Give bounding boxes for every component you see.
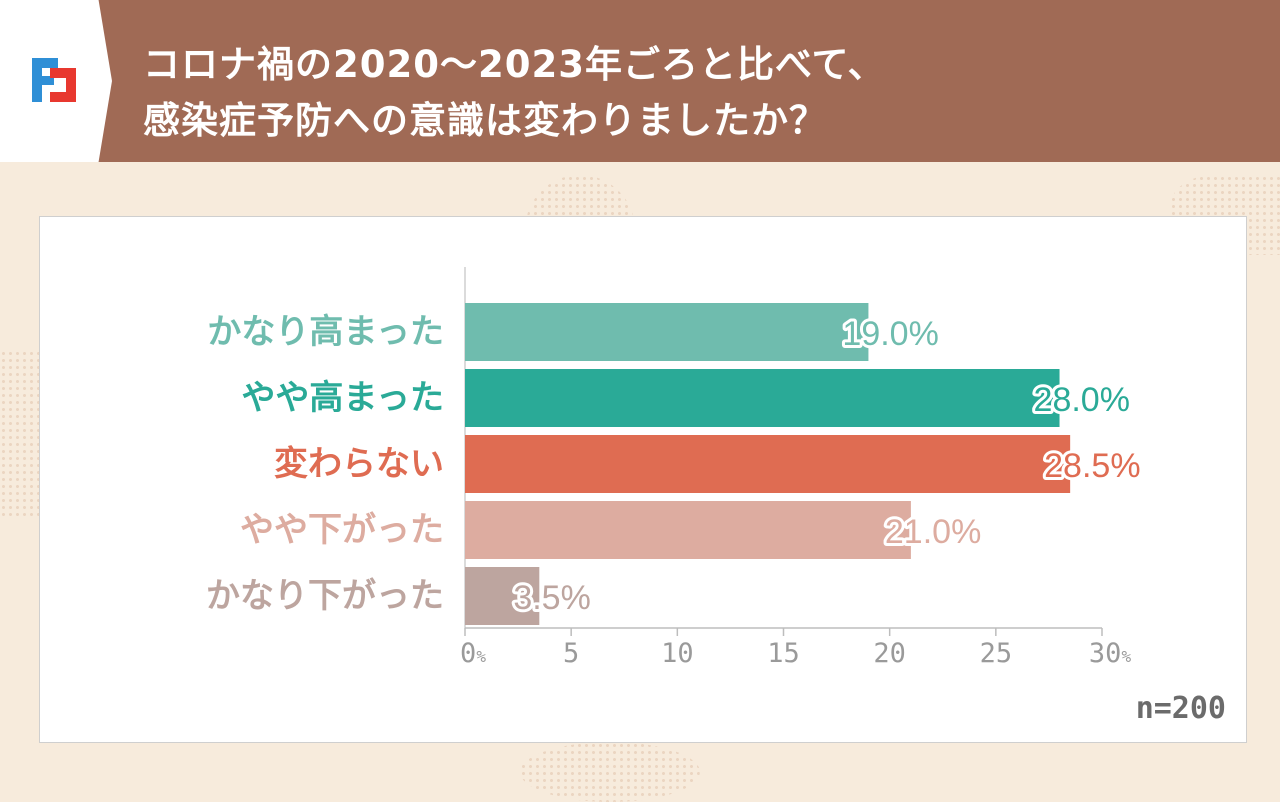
brand-logo-icon: [32, 58, 76, 102]
bar: [465, 303, 869, 361]
category-label: かなり高まった: [207, 312, 444, 352]
value-label: 19.0%: [842, 315, 938, 353]
chart-card: かなり高まった 19.0% やや高まった 28.0% 変わらない 28.5% やや下がった 2…: [39, 216, 1247, 743]
title-banner: コロナ禍の2020～2023年ごろと比べて、 感染症予防への意識は変わりましたか…: [0, 0, 1280, 162]
sample-size-label: n=200: [1135, 691, 1226, 726]
x-tick-label: 5: [563, 638, 579, 669]
value-label: 3.5%: [513, 579, 591, 617]
x-tick-label: 30%: [1089, 638, 1132, 669]
x-tick-unit: %: [1121, 647, 1131, 666]
x-tick-label: 15: [767, 638, 800, 669]
x-tick-unit: %: [476, 647, 486, 666]
bar: [465, 435, 1071, 493]
bg-dot-pattern: [520, 742, 700, 802]
bar: [465, 567, 540, 625]
x-tick-label: 0%: [460, 638, 486, 669]
x-tick-label: 20: [873, 638, 906, 669]
category-label: やや下がった: [240, 510, 444, 550]
value-label: 28.0%: [1034, 381, 1130, 419]
logo-badge: [0, 0, 112, 162]
page-title-line-1: コロナ禍の2020～2023年ごろと比べて、: [143, 43, 886, 86]
category-label: 変わらない: [274, 444, 444, 484]
x-tick-label: 10: [661, 638, 694, 669]
category-label: かなり下がった: [206, 576, 444, 616]
value-label: 28.5%: [1044, 447, 1140, 485]
page-title-line-2: 感染症予防への意識は変わりましたか？: [143, 99, 827, 142]
bar-chart: かなり高まった 19.0% やや高まった 28.0% 変わらない 28.5% やや下がった 2…: [206, 267, 1144, 669]
x-tick-label: 25: [980, 638, 1013, 669]
bar: [465, 501, 911, 559]
category-label: やや高まった: [241, 378, 444, 418]
value-label: 21.0%: [885, 513, 981, 551]
bar: [465, 369, 1060, 427]
